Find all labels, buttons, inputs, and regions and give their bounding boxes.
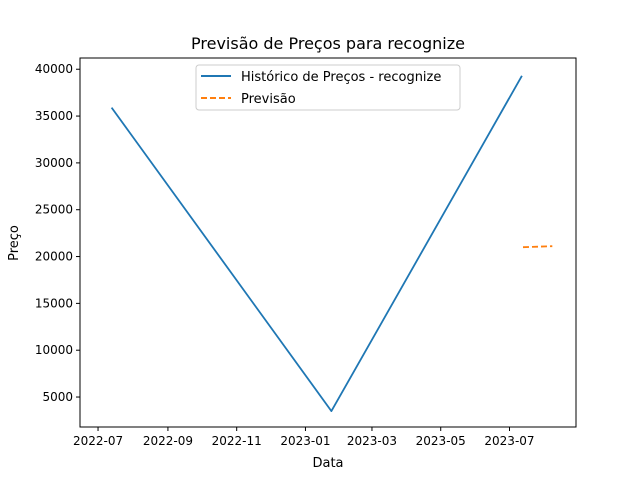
- y-tick-label: 20000: [35, 250, 73, 264]
- series-line-previsao: [522, 245, 553, 249]
- y-tick-label: 5000: [42, 390, 73, 404]
- y-tick-label: 15000: [35, 296, 73, 310]
- x-tick-label: 2022-09: [143, 434, 193, 448]
- x-tick-label: 2023-01: [280, 434, 330, 448]
- y-tick-label: 30000: [35, 156, 73, 170]
- legend-box: [195, 64, 461, 111]
- legend: Histórico de Preços - recognize Previsão: [195, 64, 461, 111]
- x-tick-label: 2022-11: [212, 434, 262, 448]
- series-layer: [110, 75, 553, 413]
- plot-area-frame: [79, 57, 577, 428]
- x-axis-label: Data: [312, 456, 343, 471]
- y-tick-label: 10000: [35, 343, 73, 357]
- y-axis-label: Preço: [7, 225, 22, 261]
- x-tick-label: 2023-07: [484, 434, 534, 448]
- y-axis: 5000 10000 15000 20000 25000 30000 35000 40000: [35, 62, 80, 404]
- x-tick-label: 2022-07: [73, 434, 123, 448]
- y-tick-label: 25000: [35, 203, 73, 217]
- legend-label-historico: Histórico de Preços - recognize: [241, 70, 441, 85]
- legend-label-previsao: Previsão: [241, 92, 296, 107]
- y-tick-label: 35000: [35, 109, 73, 123]
- y-tick-label: 40000: [35, 62, 73, 76]
- series-line-historico-de-precos-recognize: [110, 75, 523, 413]
- x-axis: 2022-07 2022-09 2022-11 2023-01 2023-03 2023-…: [73, 427, 535, 448]
- x-tick-label: 2023-03: [347, 434, 397, 448]
- x-tick-label: 2023-05: [416, 434, 466, 448]
- chart-title: Previsão de Preços para recognize: [191, 34, 465, 53]
